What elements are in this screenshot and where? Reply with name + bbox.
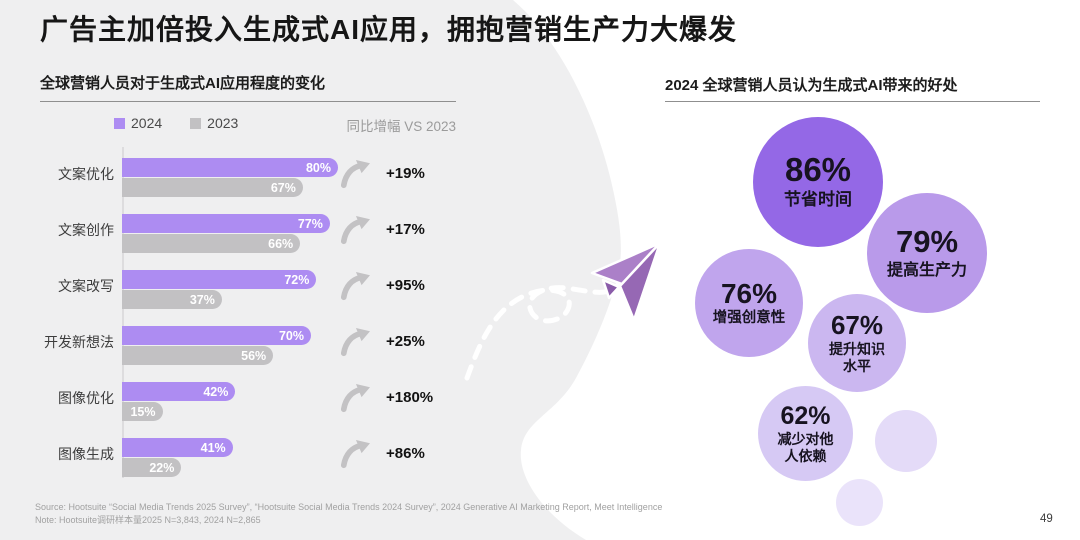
growth-arrow-icon (340, 215, 370, 245)
bar-2023-value: 15% (130, 404, 156, 419)
bar-2023: 67% (122, 178, 303, 197)
legend-2023-swatch (190, 117, 202, 129)
decorative-bubble (836, 479, 883, 526)
bubble-label: 提升知识 水平 (829, 340, 885, 374)
legend-item-2023: 2023 (190, 115, 238, 131)
legend-item-2024: 2024 (114, 115, 162, 131)
bubble-value: 67% (830, 309, 884, 340)
bubble-value: 86% (784, 151, 852, 189)
dashed-path-decoration (464, 285, 619, 381)
bar-2024: 77% (122, 214, 330, 233)
bubble-label: 增强创意性 (712, 310, 786, 326)
growth-value: +19% (386, 165, 425, 182)
growth-value: +95% (386, 277, 425, 294)
bar-2024: 80% (122, 158, 338, 177)
bar-2023-value: 22% (149, 460, 175, 475)
bar-2024: 41% (122, 438, 233, 457)
bar-row: 图像生成 41% 22% +86% (40, 426, 520, 482)
bar-pair: 42% 15% (122, 382, 236, 421)
growth-arrow-icon (340, 383, 370, 413)
growth-value: +17% (386, 221, 425, 238)
bar-pair: 77% 66% (122, 214, 330, 253)
decorative-bubble (875, 410, 937, 472)
bubble-label: 减少对他 人依赖 (777, 430, 834, 464)
legend-2023-label: 2023 (207, 115, 239, 131)
bar-2023: 37% (122, 290, 222, 309)
bar-2023: 22% (122, 458, 182, 477)
footer: Source: Hootsuite “Social Media Trends 2… (35, 501, 662, 527)
bar-row: 文案创作 77% 66% +17% (40, 202, 520, 258)
bar-pair: 80% 67% (122, 158, 338, 197)
bubble-value: 79% (895, 224, 959, 260)
bar-2023-value: 56% (241, 348, 267, 363)
bar-row: 图像优化 42% 15% +180% (40, 370, 520, 426)
growth-arrow-icon (340, 271, 370, 301)
bar-2024-value: 72% (284, 272, 310, 287)
bubble-chart-title-underline (665, 101, 1040, 102)
growth-arrow-icon (340, 439, 370, 469)
growth-value: +180% (386, 389, 434, 406)
category-label: 图像优化 (58, 390, 114, 406)
bar-2024: 42% (122, 382, 236, 401)
bar-2024: 72% (122, 270, 317, 289)
legend-2024-label: 2024 (131, 115, 163, 131)
bar-2023: 56% (122, 346, 274, 365)
chart-legend: 2024 2023 (114, 115, 238, 131)
note-line: Note: Hootsuite调研样本量2025 N=3,843, 2024 N… (35, 515, 261, 525)
bar-row: 开发新想法 70% 56% +25% (40, 314, 520, 370)
bar-2024-value: 41% (200, 440, 226, 455)
category-label: 开发新想法 (44, 334, 114, 350)
benefit-bubble: 86% 节省时间 (753, 117, 883, 247)
y-axis-line (122, 147, 124, 478)
category-label: 文案创作 (58, 222, 114, 238)
benefit-bubble: 79% 提高生产力 (867, 193, 987, 313)
benefit-bubble: 76% 增强创意性 (695, 249, 803, 357)
source-line: Source: Hootsuite “Social Media Trends 2… (35, 502, 663, 512)
category-label: 文案优化 (58, 166, 114, 182)
growth-value: +86% (386, 445, 425, 462)
bar-2024: 70% (122, 326, 311, 345)
growth-column-header: 同比增幅 VS 2023 (346, 119, 456, 134)
benefit-bubble: 67% 提升知识 水平 (808, 294, 906, 392)
legend-2024-swatch (114, 117, 125, 129)
category-label: 文案改写 (58, 278, 114, 294)
growth-arrow-icon (340, 159, 370, 189)
bar-row: 文案改写 72% 37% +95% (40, 258, 520, 314)
slide-title: 广告主加倍投入生成式AI应用，拥抱营销生产力大爆发 (40, 14, 738, 45)
bubble-label: 节省时间 (784, 190, 852, 210)
category-label: 图像生成 (58, 446, 114, 462)
bar-2023-value: 67% (270, 180, 296, 195)
paper-plane-icon (590, 241, 662, 322)
bar-rows: 文案优化 80% 67% +19% 文案创作 77% 66% (40, 146, 520, 482)
bar-2023: 66% (122, 234, 301, 253)
bar-2024-value: 70% (278, 328, 304, 343)
bar-2023-value: 37% (189, 292, 215, 307)
bubble-value: 62% (780, 401, 831, 430)
bar-chart-title-underline (40, 101, 456, 102)
bar-row: 文案优化 80% 67% +19% (40, 146, 520, 202)
growth-arrow-icon (340, 327, 370, 357)
page-number: 49 (1040, 513, 1053, 525)
bar-2023: 15% (122, 402, 163, 421)
growth-value: +25% (386, 333, 425, 350)
bar-pair: 41% 22% (122, 438, 233, 477)
bar-pair: 70% 56% (122, 326, 311, 365)
bar-pair: 72% 37% (122, 270, 317, 309)
bubble-chart-title: 2024 全球营销人员认为生成式AI带来的好处 (665, 77, 958, 94)
bar-chart-title: 全球营销人员对于生成式AI应用程度的变化 (40, 75, 326, 92)
bar-2024-value: 42% (203, 384, 229, 399)
bubble-label: 提高生产力 (886, 261, 967, 279)
benefit-bubble: 62% 减少对他 人依赖 (758, 386, 853, 481)
bar-2023-value: 66% (268, 236, 294, 251)
bar-2024-value: 80% (305, 160, 331, 175)
bubble-value: 76% (720, 277, 778, 309)
bar-2024-value: 77% (297, 216, 323, 231)
